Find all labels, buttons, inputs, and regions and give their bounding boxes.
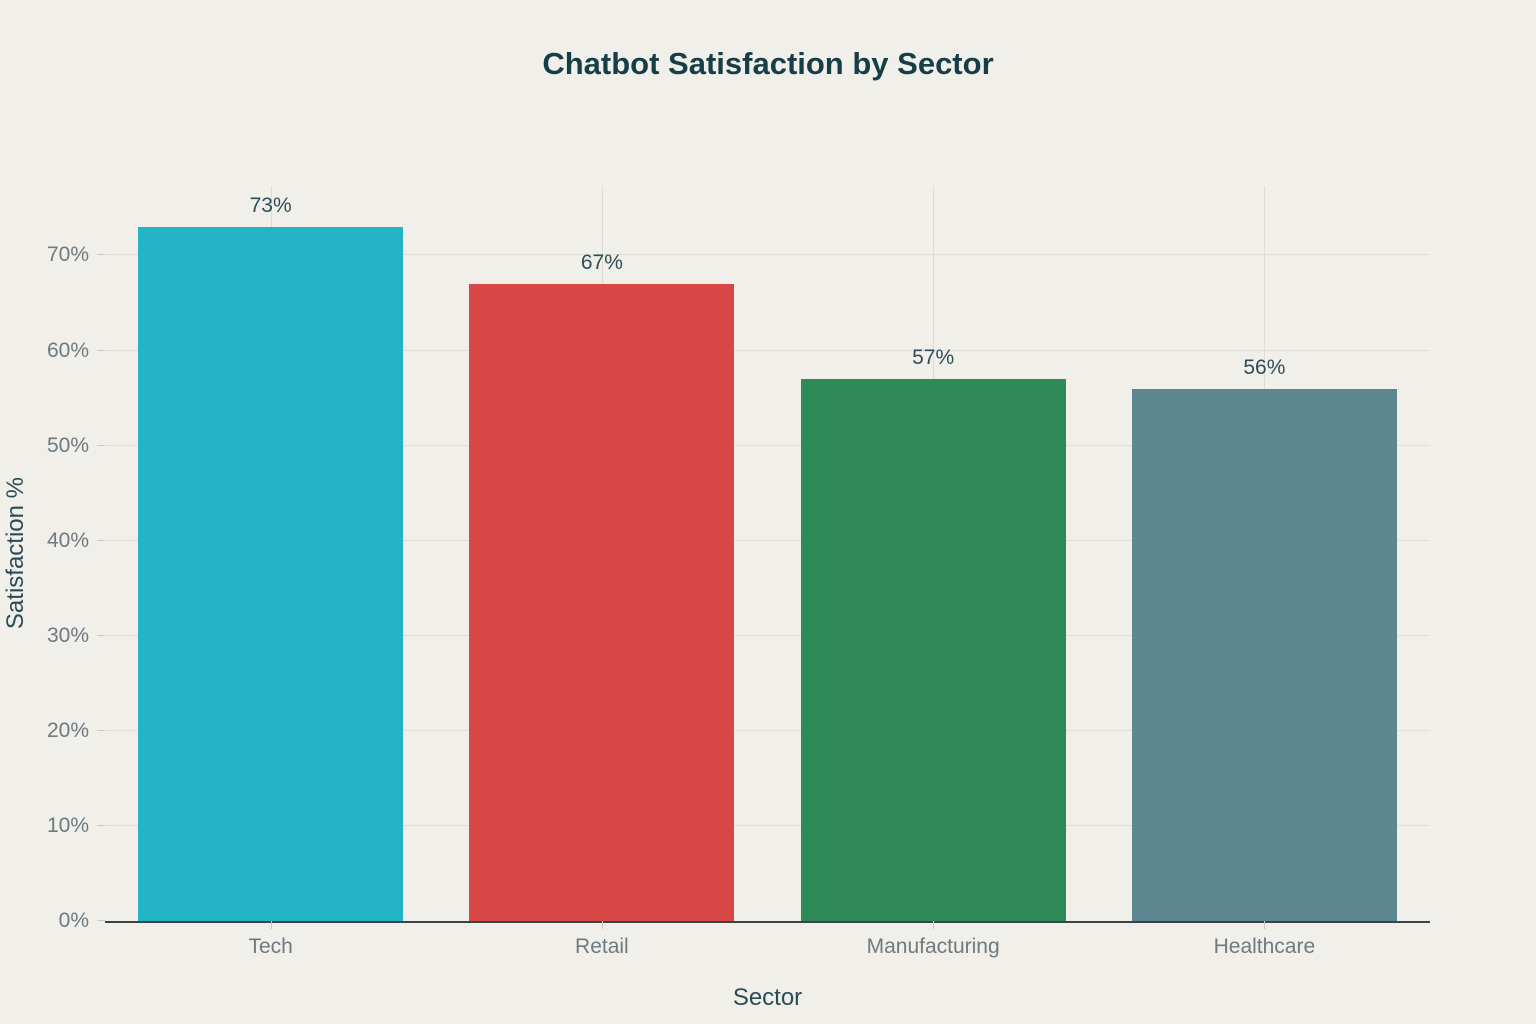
bar-tech <box>138 226 404 921</box>
bar-manufacturing <box>800 379 1066 921</box>
x-tick-mark <box>270 921 272 929</box>
bar-value-label: 73% <box>249 193 292 217</box>
y-gridline <box>105 539 1430 541</box>
y-axis-title: Satisfaction % <box>2 186 30 921</box>
y-tick-label: 70% <box>46 243 89 267</box>
y-tick-label: 60% <box>46 338 89 362</box>
x-tick-mark <box>601 921 603 929</box>
y-tick-mark <box>97 254 105 256</box>
y-tick-mark <box>97 824 105 826</box>
x-axis-title: Sector <box>732 984 803 1011</box>
y-gridline <box>105 729 1430 731</box>
y-tick-mark <box>97 634 105 636</box>
plot-area: 0% 10% 20% 30% 40% 50% 60% 70% 73% Tech 67% Retail 5… <box>47 186 1430 958</box>
y-tick-mark <box>97 349 105 351</box>
y-tick-label: 30% <box>46 623 89 647</box>
y-tick-label: 10% <box>46 813 89 837</box>
chart-title: Chatbot Satisfaction by Sector <box>542 46 994 81</box>
y-gridline <box>105 634 1430 636</box>
bar-retail <box>469 283 735 921</box>
y-tick-label: 40% <box>46 528 89 552</box>
bar-value-label: 67% <box>580 250 623 274</box>
x-tick-label: Manufacturing <box>866 935 1000 958</box>
x-tick-label: Tech <box>248 935 293 958</box>
x-tick-mark <box>1264 921 1266 929</box>
y-tick-mark <box>97 729 105 731</box>
y-tick-label: 0% <box>58 909 89 932</box>
y-gridline <box>105 824 1430 826</box>
x-tick-label: Healthcare <box>1213 935 1316 958</box>
y-gridline <box>105 254 1430 256</box>
bar-healthcare <box>1131 388 1397 921</box>
y-gridline <box>105 444 1430 446</box>
x-tick-mark <box>933 921 935 929</box>
y-tick-mark <box>97 539 105 541</box>
y-tick-label: 20% <box>46 718 89 742</box>
y-tick-mark <box>97 444 105 446</box>
y-tick-label: 50% <box>46 433 89 457</box>
bar-value-label: 56% <box>1243 355 1286 379</box>
y-gridline <box>105 349 1430 351</box>
x-tick-label: Retail <box>575 935 629 958</box>
y-axis-title-text: Satisfaction % <box>2 477 29 630</box>
y-tick-mark <box>97 920 105 921</box>
bar-value-label: 57% <box>912 346 955 370</box>
